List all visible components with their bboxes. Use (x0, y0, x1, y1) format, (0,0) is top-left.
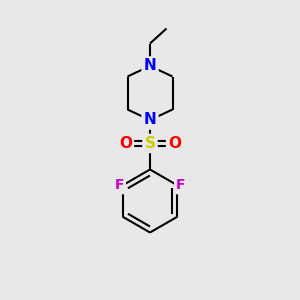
Text: O: O (119, 136, 132, 151)
Text: O: O (168, 136, 181, 151)
Text: F: F (114, 178, 124, 192)
Text: N: N (144, 58, 156, 74)
Text: S: S (145, 136, 155, 151)
Text: N: N (144, 112, 156, 128)
Text: F: F (176, 178, 186, 192)
